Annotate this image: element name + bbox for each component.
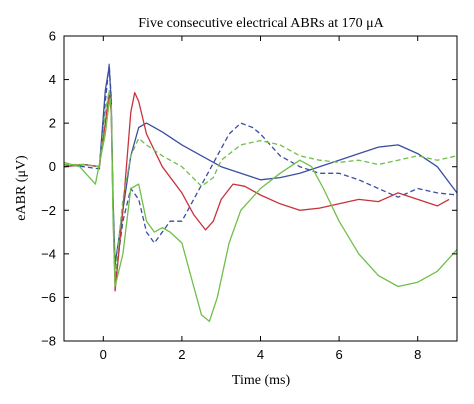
series-layer xyxy=(64,63,457,323)
x-tick-label: 2 xyxy=(178,347,185,362)
series-line-2 xyxy=(64,63,457,281)
x-tick-label: 6 xyxy=(335,347,342,362)
y-tick-label: −2 xyxy=(41,203,56,218)
series-line-1 xyxy=(64,65,457,266)
x-tick-label: 0 xyxy=(100,347,107,362)
x-axis-ticks: 0 2 4 6 8 xyxy=(100,36,421,362)
x-axis-title: Time (ms) xyxy=(232,373,291,388)
x-tick-label: 4 xyxy=(257,347,264,362)
y-tick-label: 0 xyxy=(49,159,56,174)
y-axis-ticks: −8 −6 −4 −2 0 2 4 6 xyxy=(41,29,457,349)
series-line-5 xyxy=(64,100,457,323)
y-tick-label: 6 xyxy=(49,29,56,44)
series-line-4 xyxy=(64,89,457,277)
y-tick-label: 4 xyxy=(49,72,56,87)
y-tick-label: 2 xyxy=(49,116,56,131)
y-tick-label: −6 xyxy=(41,290,56,305)
y-axis-title: eABR (μV) xyxy=(14,155,29,221)
chart-title: Five consecutive electrical ABRs at 170 … xyxy=(138,16,384,31)
x-tick-label: 8 xyxy=(414,347,421,362)
y-tick-label: −4 xyxy=(41,246,56,261)
y-tick-label: −8 xyxy=(41,334,56,349)
